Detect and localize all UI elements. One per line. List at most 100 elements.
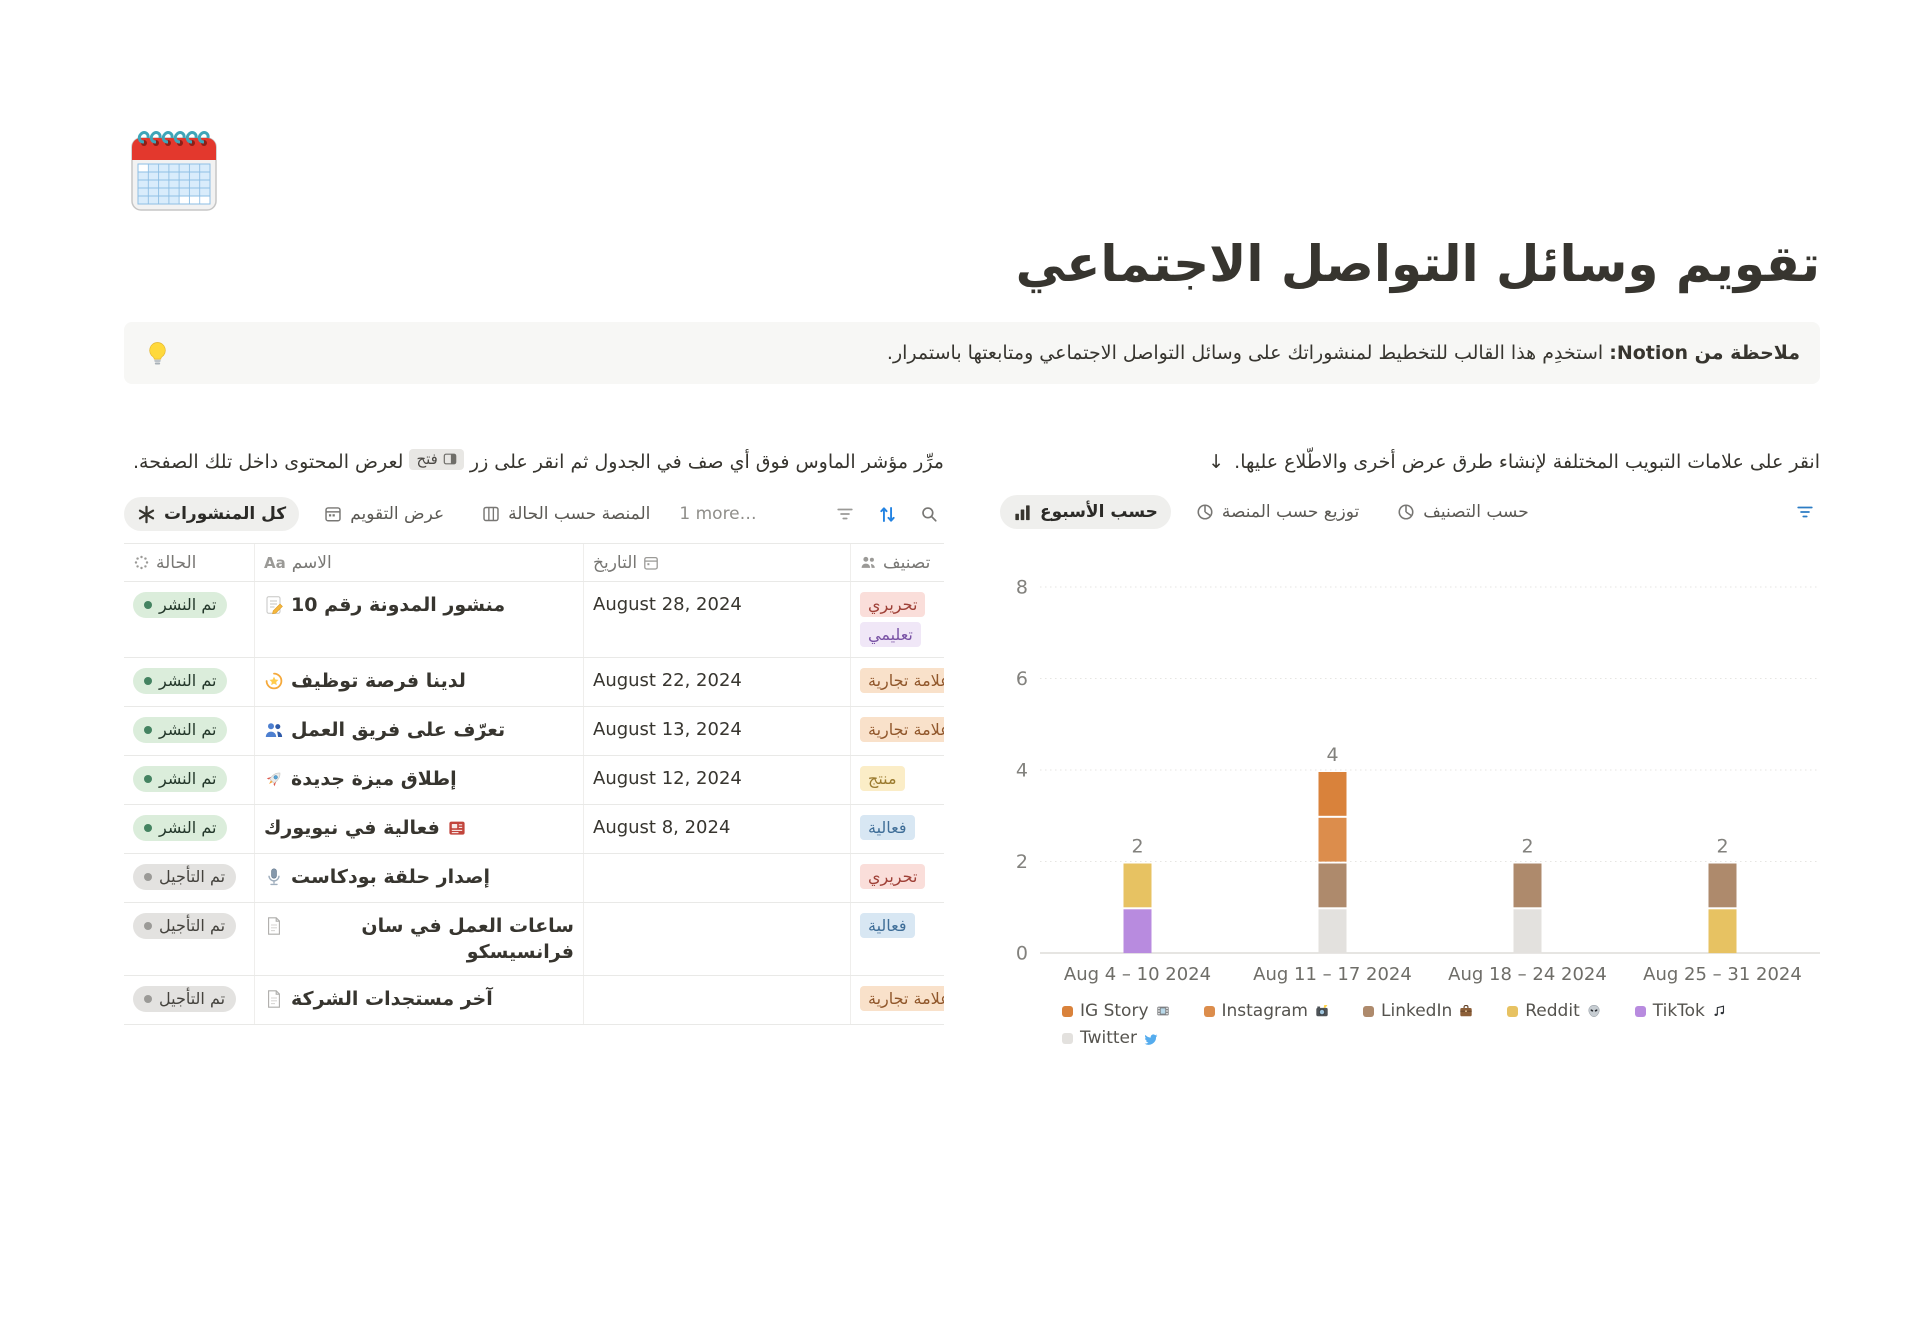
chart-tab-0[interactable]: حسب الأسبوع bbox=[1000, 495, 1171, 529]
chart-filter-button[interactable] bbox=[1790, 497, 1820, 527]
status-dot bbox=[144, 873, 152, 881]
post-date: August 22, 2024 bbox=[593, 670, 742, 691]
column-header-date[interactable]: التاريخ bbox=[584, 544, 851, 581]
bar-value-label: 4 bbox=[1326, 744, 1338, 766]
column-header-status[interactable]: الحالة bbox=[124, 544, 255, 581]
view-tab-1[interactable]: عرض التقويم bbox=[311, 497, 457, 531]
tag: تحريري bbox=[860, 864, 926, 889]
pie-icon bbox=[1397, 503, 1415, 521]
chart-tab-2[interactable]: حسب التصنيف bbox=[1384, 495, 1541, 529]
sort-button[interactable] bbox=[872, 499, 902, 529]
legend-music-icon bbox=[1712, 1004, 1726, 1018]
table-row[interactable]: تم التأجيل إصدار حلقة بودكاست تحريري bbox=[124, 854, 944, 903]
tag: علامة تجارية bbox=[860, 717, 944, 742]
board-icon bbox=[482, 505, 500, 523]
table-row[interactable]: تم التأجيل ساعات العمل في سان فرانسيسكو فع… bbox=[124, 903, 944, 976]
post-title: لدينا فرصة توظيف bbox=[291, 670, 466, 692]
open-button[interactable]: فتح bbox=[409, 448, 464, 470]
tab-label: المنصة حسب الحالة bbox=[508, 504, 651, 524]
post-date: August 8, 2024 bbox=[593, 817, 731, 838]
light-bulb-icon bbox=[149, 341, 166, 365]
tab-label: كل المنشورات bbox=[164, 504, 287, 524]
tag: فعالية bbox=[860, 913, 915, 938]
view-tab-0[interactable]: كل المنشورات bbox=[124, 497, 300, 531]
date-cell: August 13, 2024 bbox=[584, 707, 851, 755]
status-badge: تم التأجيل bbox=[133, 864, 237, 890]
people-icon bbox=[861, 556, 875, 568]
date-cell bbox=[584, 903, 851, 975]
callout-text: ملاحظة من Notion: استخدِم هذا القالب للت… bbox=[886, 342, 1800, 364]
legend-item-ig-story: IG Story bbox=[1062, 1001, 1170, 1021]
post-title: تعرّف على فريق العمل bbox=[291, 719, 506, 741]
filter-button[interactable] bbox=[830, 499, 860, 529]
legend-swatch bbox=[1203, 1005, 1215, 1017]
table-row[interactable]: تم النشر فعالية في نيويورك August 8, 2024 ف… bbox=[124, 805, 944, 854]
tags-cell: تحريري تعليمي bbox=[851, 582, 944, 657]
tab-label: توزيع حسب المنصة bbox=[1221, 502, 1360, 522]
status-badge: تم النشر bbox=[133, 668, 228, 694]
tab-label: حسب الأسبوع bbox=[1040, 502, 1158, 522]
x-tick-label: Aug 4 – 10 2024 bbox=[1064, 964, 1211, 985]
row-rocket-icon bbox=[264, 769, 284, 789]
legend-swatch bbox=[1634, 1005, 1646, 1017]
bar-segment-tiktok bbox=[1123, 909, 1152, 954]
table-row[interactable]: تم النشر لدينا فرصة توظيف August 22, 2024 ع… bbox=[124, 658, 944, 707]
bar-value-label: 2 bbox=[1131, 836, 1143, 858]
row-mic-icon bbox=[264, 867, 284, 887]
bar-segment-linkedin bbox=[1513, 863, 1542, 908]
name-cell: منشور المدونة رقم 10 bbox=[255, 582, 584, 657]
chart-column: انقر على علامات التبويب المختلفة لإنشاء … bbox=[1000, 448, 1820, 1048]
legend-item-instagram: Instagram bbox=[1203, 1001, 1330, 1021]
y-tick-label: 8 bbox=[1016, 577, 1028, 599]
status-cell: تم النشر bbox=[124, 658, 255, 706]
tags-cell: منتج bbox=[851, 756, 944, 804]
page-icon-spiral-calendar[interactable] bbox=[124, 118, 224, 218]
table-header: الحالة Aa الاسم التاريخ تصنيف bbox=[124, 544, 944, 582]
table-row[interactable]: تم التأجيل آخر مستجدات الشركة علامة تجارية bbox=[124, 976, 944, 1025]
tag: علامة تجارية bbox=[860, 668, 944, 693]
legend-label: TikTok bbox=[1652, 1001, 1705, 1021]
barchart-icon bbox=[1013, 503, 1032, 522]
post-title: آخر مستجدات الشركة bbox=[291, 988, 493, 1010]
chart-tab-1[interactable]: توزيع حسب المنصة bbox=[1183, 495, 1372, 529]
search-icon bbox=[920, 505, 938, 523]
column-header-name[interactable]: Aa الاسم bbox=[255, 544, 584, 581]
y-tick-label: 2 bbox=[1016, 851, 1028, 873]
asterisk-icon bbox=[137, 505, 156, 524]
x-tick-label: Aug 11 – 17 2024 bbox=[1253, 964, 1412, 985]
filter-blue-icon bbox=[1796, 503, 1814, 521]
post-date: August 28, 2024 bbox=[593, 594, 742, 615]
tag: علامة تجارية bbox=[860, 986, 944, 1011]
pie-icon bbox=[1196, 503, 1214, 521]
name-cell: إطلاق ميزة جديدة bbox=[255, 756, 584, 804]
view-tab-2[interactable]: المنصة حسب الحالة bbox=[469, 497, 663, 531]
legend-item-reddit: Reddit bbox=[1507, 1001, 1600, 1021]
table-row[interactable]: تم النشر منشور المدونة رقم 10 August 28, 2… bbox=[124, 582, 944, 658]
status-cell: تم التأجيل bbox=[124, 976, 255, 1024]
name-cell: آخر مستجدات الشركة bbox=[255, 976, 584, 1024]
table-view-tabs: كل المنشورات عرض التقويم المنصة حسب الحالة… bbox=[124, 497, 944, 544]
table-row[interactable]: تم النشر إطلاق ميزة جديدة August 12, 2024 م… bbox=[124, 756, 944, 805]
name-cell: ساعات العمل في سان فرانسيسكو bbox=[255, 903, 584, 975]
column-header-tags[interactable]: تصنيف bbox=[851, 544, 944, 581]
bar-segment-twitter bbox=[1318, 909, 1347, 954]
tab-label: حسب التصنيف bbox=[1423, 502, 1529, 522]
sort-icon bbox=[878, 505, 897, 524]
more-views-button[interactable]: 1 more… bbox=[679, 504, 757, 524]
tags-cell: علامة تجارية bbox=[851, 707, 944, 755]
table-row[interactable]: تم النشر تعرّف على فريق العمل August 13, 2… bbox=[124, 707, 944, 756]
name-cell: إصدار حلقة بودكاست bbox=[255, 854, 584, 902]
status-badge: تم النشر bbox=[133, 815, 228, 841]
post-date: August 13, 2024 bbox=[593, 719, 742, 740]
tab-label: عرض التقويم bbox=[350, 504, 445, 524]
name-cell: تعرّف على فريق العمل bbox=[255, 707, 584, 755]
y-tick-label: 0 bbox=[1016, 943, 1028, 965]
legend-label: Instagram bbox=[1221, 1001, 1309, 1021]
post-title: إصدار حلقة بودكاست bbox=[291, 866, 490, 888]
row-busts-icon bbox=[264, 720, 284, 740]
post-title: ساعات العمل في سان فرانسيسكو bbox=[361, 915, 574, 963]
post-date: August 12, 2024 bbox=[593, 768, 742, 789]
legend-camera-icon bbox=[1315, 1004, 1329, 1018]
tag: تعليمي bbox=[860, 622, 921, 647]
search-button[interactable] bbox=[914, 499, 944, 529]
